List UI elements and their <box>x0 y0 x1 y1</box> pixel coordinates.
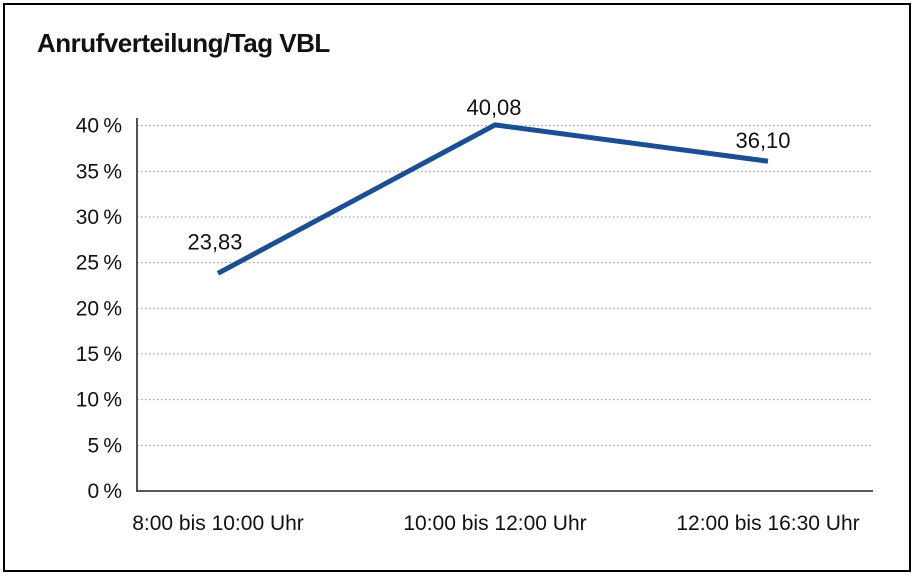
data-label: 36,10 <box>735 128 790 153</box>
data-label: 23,83 <box>187 229 242 254</box>
y-tick-label: 15 % <box>76 343 122 366</box>
y-tick-label: 20 % <box>76 297 122 320</box>
chart-title: Anrufverteilung/Tag VBL <box>37 28 330 58</box>
x-category-label: 10:00 bis 12:00 Uhr <box>403 512 586 535</box>
data-line <box>216 122 769 276</box>
data-label: 40,08 <box>466 95 521 120</box>
y-tick-label: 25 % <box>76 252 122 275</box>
y-tick-label: 0 % <box>87 480 122 503</box>
y-tick-label: 35 % <box>76 160 122 183</box>
x-category-label: 12:00 bis 16:30 Uhr <box>676 512 859 535</box>
y-tick-label: 30 % <box>76 206 122 229</box>
x-category-label: 8:00 bis 10:00 Uhr <box>132 512 304 535</box>
y-tick-label: 40 % <box>76 115 122 138</box>
y-tick-label: 5 % <box>87 434 122 457</box>
y-tick-label: 10 % <box>76 389 122 412</box>
